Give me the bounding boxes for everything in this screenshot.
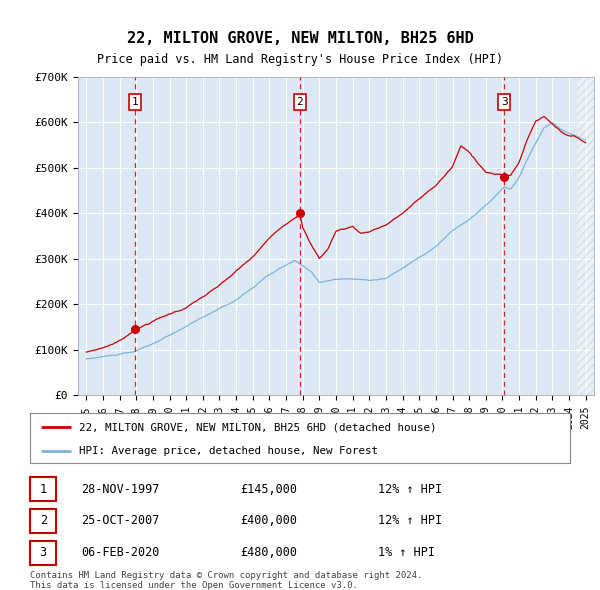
Bar	[577, 77, 600, 395]
Text: 1% ↑ HPI: 1% ↑ HPI	[378, 546, 435, 559]
Text: £400,000: £400,000	[240, 514, 297, 527]
Text: 25-OCT-2007: 25-OCT-2007	[81, 514, 160, 527]
Text: 22, MILTON GROVE, NEW MILTON, BH25 6HD: 22, MILTON GROVE, NEW MILTON, BH25 6HD	[127, 31, 473, 46]
Text: 1: 1	[131, 97, 138, 107]
Text: 2: 2	[40, 514, 47, 527]
Text: £480,000: £480,000	[240, 546, 297, 559]
Text: 22, MILTON GROVE, NEW MILTON, BH25 6HD (detached house): 22, MILTON GROVE, NEW MILTON, BH25 6HD (…	[79, 422, 436, 432]
Text: 28-NOV-1997: 28-NOV-1997	[81, 483, 160, 496]
Text: 3: 3	[501, 97, 508, 107]
Text: 2: 2	[296, 97, 303, 107]
Text: £145,000: £145,000	[240, 483, 297, 496]
Text: Contains HM Land Registry data © Crown copyright and database right 2024.
This d: Contains HM Land Registry data © Crown c…	[30, 571, 422, 590]
Text: 06-FEB-2020: 06-FEB-2020	[81, 546, 160, 559]
Text: 1: 1	[40, 483, 47, 496]
Text: 12% ↑ HPI: 12% ↑ HPI	[378, 483, 442, 496]
Text: Price paid vs. HM Land Registry's House Price Index (HPI): Price paid vs. HM Land Registry's House …	[97, 53, 503, 65]
Text: HPI: Average price, detached house, New Forest: HPI: Average price, detached house, New …	[79, 445, 377, 455]
Text: 12% ↑ HPI: 12% ↑ HPI	[378, 514, 442, 527]
Text: 3: 3	[40, 546, 47, 559]
